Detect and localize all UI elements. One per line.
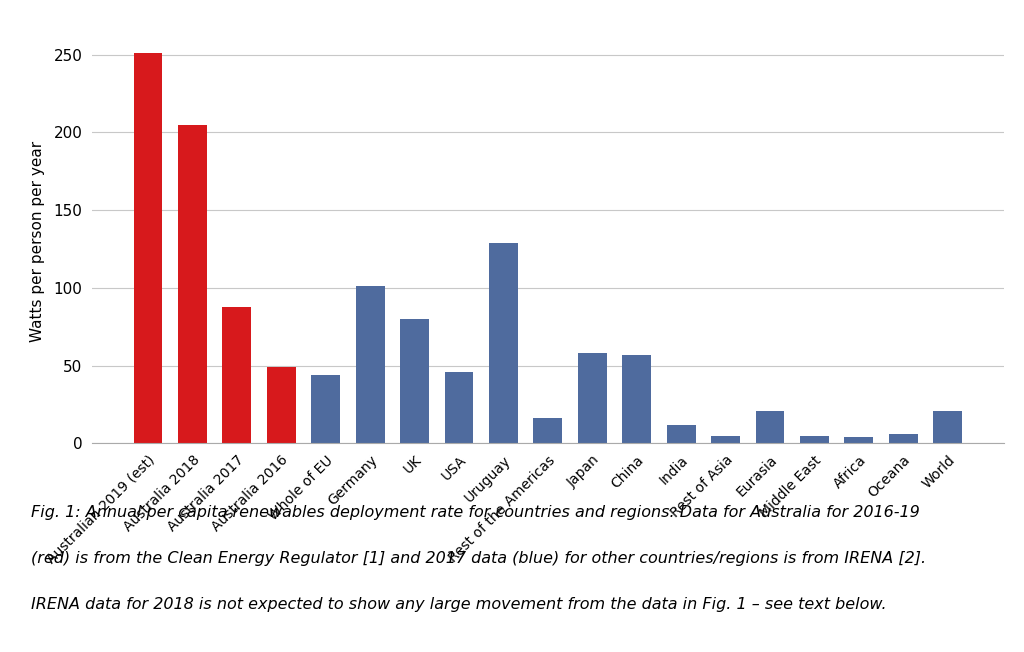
Bar [845, 437, 873, 443]
Text: IRENA data for 2018 is not expected to show any large movement from the data in : IRENA data for 2018 is not expected to s… [31, 597, 887, 612]
Bar [800, 436, 828, 443]
Bar [355, 286, 385, 443]
Bar [400, 319, 429, 443]
Bar [756, 411, 784, 443]
Y-axis label: Watts per person per year: Watts per person per year [31, 141, 45, 342]
Bar [933, 411, 963, 443]
Bar [534, 419, 562, 443]
Bar [889, 434, 918, 443]
Bar [667, 424, 695, 443]
Bar [178, 125, 207, 443]
Bar [311, 375, 340, 443]
Bar [222, 306, 251, 443]
Bar [623, 355, 651, 443]
Bar [444, 372, 473, 443]
Bar [489, 243, 518, 443]
Text: Fig. 1: Annual per capita renewables deployment rate for countries and regions. : Fig. 1: Annual per capita renewables dep… [31, 505, 920, 520]
Bar [711, 436, 740, 443]
Text: (red) is from the Clean Energy Regulator [1] and 2017 data (blue) for other coun: (red) is from the Clean Energy Regulator… [31, 551, 926, 566]
Bar [133, 53, 163, 443]
Bar [578, 353, 606, 443]
Bar [267, 367, 296, 443]
